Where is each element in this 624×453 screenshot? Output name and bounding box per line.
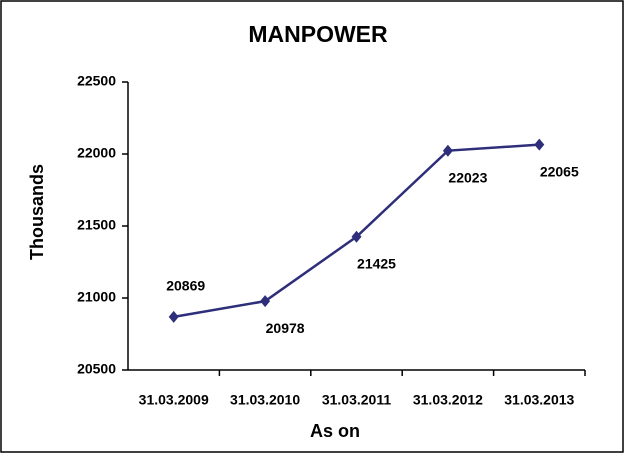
marker bbox=[260, 295, 271, 308]
data-label: 20978 bbox=[266, 320, 305, 336]
chart-title: MANPOWER bbox=[248, 21, 388, 47]
x-tick-label: 31.03.2009 bbox=[139, 392, 209, 408]
y-tick-label: 22500 bbox=[77, 73, 116, 89]
x-tick-label: 31.03.2012 bbox=[413, 392, 483, 408]
y-axis-label: Thousands bbox=[27, 164, 47, 260]
x-tick-label: 31.03.2010 bbox=[230, 392, 300, 408]
x-tick-label: 31.03.2011 bbox=[322, 392, 392, 408]
y-tick-label: 20500 bbox=[77, 361, 116, 377]
x-tick-label: 31.03.2013 bbox=[504, 392, 574, 408]
data-label: 21425 bbox=[357, 256, 396, 272]
marker bbox=[534, 138, 545, 151]
y-tick-label: 21500 bbox=[77, 217, 116, 233]
data-label: 22023 bbox=[448, 169, 487, 185]
marker bbox=[351, 230, 362, 243]
x-axis-label: As on bbox=[310, 421, 360, 441]
data-label: 22065 bbox=[540, 163, 579, 179]
data-label: 20869 bbox=[166, 278, 205, 294]
marker bbox=[442, 144, 453, 157]
y-tick-label: 21000 bbox=[77, 289, 116, 305]
y-tick-label: 22000 bbox=[77, 145, 116, 161]
marker bbox=[168, 310, 179, 323]
